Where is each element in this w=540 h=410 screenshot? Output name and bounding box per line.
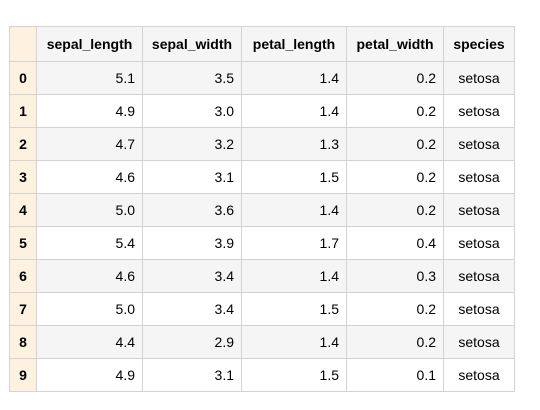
cell-sepal-width: 3.9 bbox=[142, 226, 242, 260]
cell-petal-length: 1.4 bbox=[241, 61, 347, 95]
cell-sepal-length: 4.6 bbox=[36, 259, 143, 293]
cell-petal-width: 0.2 bbox=[346, 94, 444, 128]
row-index: 8 bbox=[9, 325, 37, 359]
cell-petal-width: 0.2 bbox=[346, 292, 444, 326]
cell-sepal-width: 3.4 bbox=[142, 259, 242, 293]
cell-petal-width: 0.4 bbox=[346, 226, 444, 260]
cell-species: setosa bbox=[443, 358, 515, 392]
cell-sepal-length: 4.9 bbox=[36, 358, 143, 392]
table-row: 6 4.6 3.4 1.4 0.3 setosa bbox=[9, 259, 515, 293]
table-row: 7 5.0 3.4 1.5 0.2 setosa bbox=[9, 292, 515, 326]
row-index: 6 bbox=[9, 259, 37, 293]
cell-species: setosa bbox=[443, 127, 515, 161]
cell-sepal-length: 5.1 bbox=[36, 61, 143, 95]
table-row: 8 4.4 2.9 1.4 0.2 setosa bbox=[9, 325, 515, 359]
cell-petal-length: 1.5 bbox=[241, 292, 347, 326]
cell-sepal-width: 2.9 bbox=[142, 325, 242, 359]
table-row: 4 5.0 3.6 1.4 0.2 setosa bbox=[9, 193, 515, 227]
table-row: 3 4.6 3.1 1.5 0.2 setosa bbox=[9, 160, 515, 194]
cell-sepal-length: 4.9 bbox=[36, 94, 143, 128]
row-index: 4 bbox=[9, 193, 37, 227]
cell-petal-width: 0.2 bbox=[346, 160, 444, 194]
row-index: 1 bbox=[9, 94, 37, 128]
cell-sepal-width: 3.1 bbox=[142, 358, 242, 392]
column-header-species[interactable]: species bbox=[443, 26, 515, 62]
cell-species: setosa bbox=[443, 61, 515, 95]
cell-petal-width: 0.2 bbox=[346, 61, 444, 95]
table-row: 0 5.1 3.5 1.4 0.2 setosa bbox=[9, 61, 515, 95]
cell-petal-length: 1.4 bbox=[241, 193, 347, 227]
cell-petal-length: 1.4 bbox=[241, 259, 347, 293]
cell-sepal-length: 5.0 bbox=[36, 193, 143, 227]
data-table: sepal_length sepal_width petal_length pe… bbox=[9, 26, 515, 392]
cell-sepal-width: 3.5 bbox=[142, 61, 242, 95]
cell-petal-width: 0.3 bbox=[346, 259, 444, 293]
cell-sepal-length: 4.6 bbox=[36, 160, 143, 194]
cell-sepal-width: 3.4 bbox=[142, 292, 242, 326]
cell-species: setosa bbox=[443, 193, 515, 227]
cell-petal-width: 0.2 bbox=[346, 193, 444, 227]
cell-sepal-length: 5.4 bbox=[36, 226, 143, 260]
cell-sepal-width: 3.6 bbox=[142, 193, 242, 227]
table-row: 2 4.7 3.2 1.3 0.2 setosa bbox=[9, 127, 515, 161]
cell-sepal-width: 3.1 bbox=[142, 160, 242, 194]
row-index: 3 bbox=[9, 160, 37, 194]
row-index: 9 bbox=[9, 358, 37, 392]
cell-petal-width: 0.1 bbox=[346, 358, 444, 392]
header-row: sepal_length sepal_width petal_length pe… bbox=[9, 26, 515, 62]
cell-sepal-width: 3.0 bbox=[142, 94, 242, 128]
index-header-corner bbox=[9, 26, 37, 62]
table-body: 0 5.1 3.5 1.4 0.2 setosa 1 4.9 3.0 1.4 0.2 setosa 2 4… bbox=[9, 61, 515, 392]
cell-species: setosa bbox=[443, 94, 515, 128]
row-index: 2 bbox=[9, 127, 37, 161]
cell-petal-length: 1.7 bbox=[241, 226, 347, 260]
cell-species: setosa bbox=[443, 259, 515, 293]
dataframe-view: sepal_length sepal_width petal_length pe… bbox=[9, 26, 515, 392]
cell-petal-length: 1.5 bbox=[241, 358, 347, 392]
cell-species: setosa bbox=[443, 226, 515, 260]
cell-species: setosa bbox=[443, 325, 515, 359]
cell-sepal-length: 4.4 bbox=[36, 325, 143, 359]
table-row: 1 4.9 3.0 1.4 0.2 setosa bbox=[9, 94, 515, 128]
row-index: 0 bbox=[9, 61, 37, 95]
table-row: 9 4.9 3.1 1.5 0.1 setosa bbox=[9, 358, 515, 392]
column-header-sepal-length[interactable]: sepal_length bbox=[36, 26, 143, 62]
cell-sepal-length: 5.0 bbox=[36, 292, 143, 326]
cell-petal-length: 1.4 bbox=[241, 325, 347, 359]
column-header-petal-length[interactable]: petal_length bbox=[241, 26, 347, 62]
cell-species: setosa bbox=[443, 292, 515, 326]
cell-sepal-length: 4.7 bbox=[36, 127, 143, 161]
cell-petal-length: 1.4 bbox=[241, 94, 347, 128]
cell-species: setosa bbox=[443, 160, 515, 194]
row-index: 5 bbox=[9, 226, 37, 260]
cell-petal-width: 0.2 bbox=[346, 127, 444, 161]
cell-petal-length: 1.3 bbox=[241, 127, 347, 161]
cell-petal-width: 0.2 bbox=[346, 325, 444, 359]
table-row: 5 5.4 3.9 1.7 0.4 setosa bbox=[9, 226, 515, 260]
row-index: 7 bbox=[9, 292, 37, 326]
column-header-petal-width[interactable]: petal_width bbox=[346, 26, 444, 62]
column-header-sepal-width[interactable]: sepal_width bbox=[142, 26, 242, 62]
cell-sepal-width: 3.2 bbox=[142, 127, 242, 161]
cell-petal-length: 1.5 bbox=[241, 160, 347, 194]
